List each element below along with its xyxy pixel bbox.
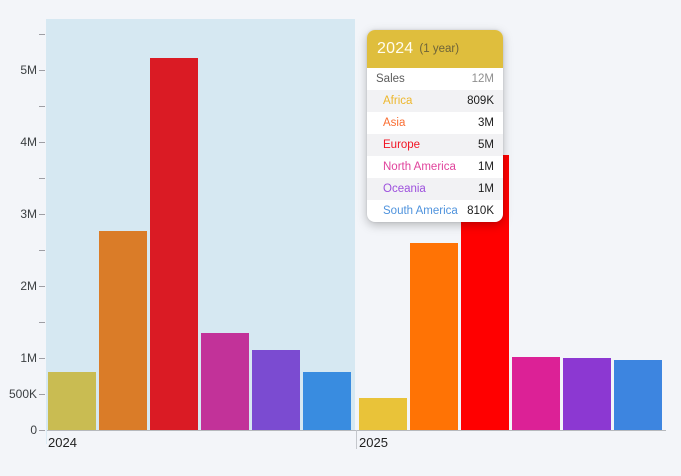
- y-axis-tick: [39, 430, 45, 431]
- tooltip-row-label: North America: [383, 161, 456, 173]
- tooltip-row-value: 12M: [471, 73, 494, 85]
- bar-asia-2024[interactable]: [99, 231, 147, 430]
- tooltip-row-south-america: South America 810K: [367, 200, 503, 222]
- tooltip-subtitle: (1 year): [419, 43, 460, 55]
- tooltip-row-label: Asia: [383, 117, 406, 129]
- bar-south-america-2025[interactable]: [614, 360, 662, 430]
- tooltip-rows: Sales 12M Africa 809K Asia 3M Europe 5M North Am…: [367, 68, 503, 222]
- y-axis-label: 2M: [20, 279, 37, 293]
- tooltip-row-label: Oceania: [383, 183, 426, 195]
- y-axis-tick: [39, 70, 45, 71]
- tooltip-row-north-america: North America 1M: [367, 156, 503, 178]
- tooltip-row-europe: Europe 5M: [367, 134, 503, 156]
- y-axis-label: 3M: [20, 207, 37, 221]
- bar-oceania-2024[interactable]: [252, 350, 300, 430]
- y-axis-tick: [39, 142, 45, 143]
- tooltip-header: 2024 (1 year): [367, 30, 503, 68]
- y-axis-tick: [39, 250, 45, 251]
- bar-oceania-2025[interactable]: [563, 358, 611, 430]
- tooltip-row-label: Sales: [376, 73, 405, 85]
- y-axis-label: 5M: [20, 63, 37, 77]
- tooltip-row-value: 1M: [478, 161, 494, 173]
- category-separator-tick: [46, 430, 47, 444]
- x-axis-label-2025: 2025: [359, 435, 388, 450]
- tooltip-row-value: 809K: [467, 95, 494, 107]
- bar-europe-2024[interactable]: [150, 58, 198, 430]
- tooltip-row-value: 810K: [467, 205, 494, 217]
- y-axis-label: 4M: [20, 135, 37, 149]
- y-axis-label: 1M: [20, 351, 37, 365]
- y-axis-tick: [39, 106, 45, 107]
- bar-africa-2024[interactable]: [48, 372, 96, 430]
- tooltip-row-africa: Africa 809K: [367, 90, 503, 112]
- y-axis-tick: [39, 178, 45, 179]
- y-axis-tick: [39, 34, 45, 35]
- tooltip-row-label: Europe: [383, 139, 421, 151]
- x-axis-label-2024: 2024: [48, 435, 77, 450]
- bar-africa-2025[interactable]: [359, 398, 407, 430]
- tooltip-row-oceania: Oceania 1M: [367, 178, 503, 200]
- y-axis-tick: [39, 214, 45, 215]
- y-axis-label: 500K: [8, 387, 37, 401]
- highlight-band-2024: [46, 19, 355, 430]
- tooltip-row-sales: Sales 12M: [367, 68, 503, 90]
- y-axis-tick: [39, 322, 45, 323]
- tooltip-row-label: South America: [383, 205, 458, 217]
- bar-north-america-2024[interactable]: [201, 333, 249, 430]
- bar-asia-2025[interactable]: [410, 243, 458, 430]
- tooltip: 2024 (1 year) Sales 12M Africa 809K Asia 3M Eu…: [367, 30, 503, 222]
- tooltip-row-value: 5M: [478, 139, 494, 151]
- tooltip-row-label: Africa: [383, 95, 413, 107]
- y-axis-tick: [39, 358, 45, 359]
- tooltip-title: 2024: [377, 40, 414, 57]
- category-separator-tick: [356, 430, 357, 449]
- y-axis-tick: [39, 394, 45, 395]
- tooltip-row-value: 3M: [478, 117, 494, 129]
- y-axis-label: 0: [30, 423, 37, 437]
- tooltip-row-asia: Asia 3M: [367, 112, 503, 134]
- bar-south-america-2024[interactable]: [303, 372, 351, 430]
- tooltip-row-value: 1M: [478, 183, 494, 195]
- y-axis-tick: [39, 286, 45, 287]
- bar-north-america-2025[interactable]: [512, 357, 560, 430]
